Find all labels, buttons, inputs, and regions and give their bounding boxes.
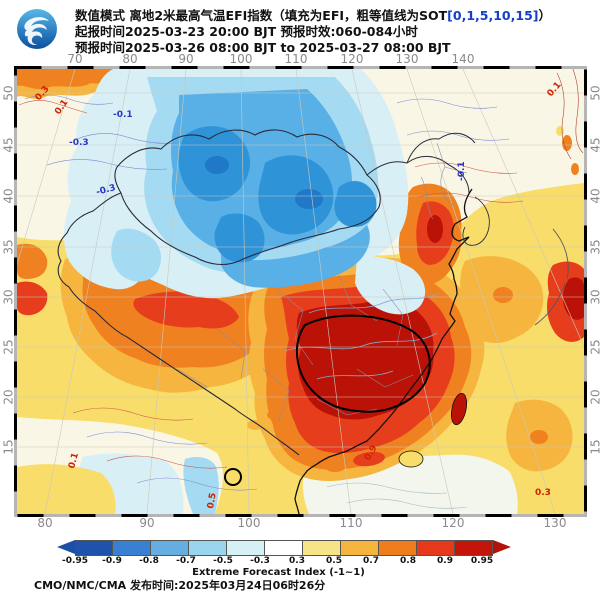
axis-tick-25: 25 [588,339,600,355]
colorbar-tick-0.3: 0.3 [289,556,305,566]
taiwan-island [450,392,468,426]
axis-tick-70: 70 [67,52,83,66]
colorbar-segment-6 [303,540,341,556]
efi-map-canvas: 0.30.1 -0.1-0.3-0.3-0.10.10.1 0.90.30.5 [14,66,587,517]
colorbar-segment-2 [151,540,189,556]
colorbar-segment-1 [113,540,151,556]
axis-tick-120: 120 [441,516,465,530]
colorbar-tick-0.8: 0.8 [400,556,416,566]
colorbar-segment-3 [189,540,227,556]
colorbar-segment-10 [455,540,493,556]
title-line1: 数值模式 离地2米最高气温EFI指数（填充为EFI，粗等值线为SOT[0,1,5… [75,8,551,23]
map-frame-ticks [14,66,587,517]
thin-contours [18,69,584,509]
colorbar-tick-0.5: 0.5 [326,556,342,566]
axis-tick-90: 90 [139,516,155,530]
borders [57,129,569,514]
axis-tick-110: 110 [339,516,363,530]
axis-tick-100: 100 [229,52,253,66]
colorbar-tick--0.95: -0.95 [62,556,88,566]
colorbar-label: Extreme Forecast Index (-1~1) [192,567,365,578]
header: 数值模式 离地2米最高气温EFI指数（填充为EFI，粗等值线为SOT[0,1,5… [0,0,600,64]
axis-tick-30: 30 [588,289,600,305]
axis-tick-80: 80 [37,516,53,530]
efi-colorbar [57,540,511,556]
colorbar-segment-4 [227,540,265,556]
issuer-line: CMO/NMC/CMA 发布时间:2025年03月24日06时26分 [34,579,326,592]
graticule [17,69,584,514]
axis-tick-110: 110 [284,52,308,66]
axis-tick-80: 80 [122,52,138,66]
axis-tick-120: 120 [340,52,364,66]
colorbar-tick-0.7: 0.7 [363,556,379,566]
axis-tick-130: 130 [543,516,567,530]
contour-label--0.1: -0.1 [457,161,467,181]
axis-tick-100: 100 [237,516,261,530]
colorbar-segment-9 [417,540,455,556]
contour-label--0.3: -0.3 [69,138,89,148]
axis-tick-50: 50 [588,85,600,101]
sot-contours [224,314,431,486]
hainan-island [398,450,424,468]
colorbar-tick--0.9: -0.9 [102,556,122,566]
contour-label--0.1: -0.1 [113,110,133,120]
colorbar-tick--0.7: -0.7 [176,556,196,566]
colorbar-ticks: -0.95 -0.9 -0.8 -0.7 -0.5 -0.3 0.3 0.5 0.7 0.8 0.9… [57,556,500,568]
colorbar-arrow-right [493,540,511,554]
colorbar-segment-8 [379,540,417,556]
axis-tick-130: 130 [395,52,419,66]
colorbar-tick-0.95: 0.95 [470,556,494,566]
colorbar-segment-0 [75,540,113,556]
colorbar-tick--0.5: -0.5 [213,556,233,566]
contour-label--0.3: -0.3 [95,183,117,198]
cma-logo-icon [17,9,57,49]
colorbar-tick--0.3: -0.3 [250,556,270,566]
title-line3: 预报时间2025-03-26 08:00 BJT to 2025-03-27 0… [75,40,451,55]
contour-label-0.1: 0.1 [67,452,81,470]
axis-tick-90: 90 [178,52,194,66]
colorbar-segment-7 [341,540,379,556]
efi-map: 0.3 0.1 -0.1 -0.3 -0.3 -0.1 0.1 0.1 0.9 0.3 0.5 [14,66,587,517]
contour-label-0.3: 0.3 [535,488,551,498]
title-line2: 起报时间2025-03-23 20:00 BJT 预报时效:060-084小时 [75,24,418,39]
colorbar-arrow-left [57,540,75,554]
axis-tick-20: 20 [588,389,600,405]
axis-tick-45: 45 [588,137,600,153]
sot-thresholds: [0,1,5,10,15] [447,8,539,23]
axis-tick-140: 140 [451,52,475,66]
axis-tick-40: 40 [588,188,600,204]
axis-tick-35: 35 [588,239,600,255]
contour-label-0.5: 0.5 [206,492,219,509]
colorbar-tick--0.8: -0.8 [139,556,159,566]
colorbar-tick-0.9: 0.9 [437,556,453,566]
colorbar-segment-5 [265,540,303,556]
axis-tick-15: 15 [588,439,600,455]
